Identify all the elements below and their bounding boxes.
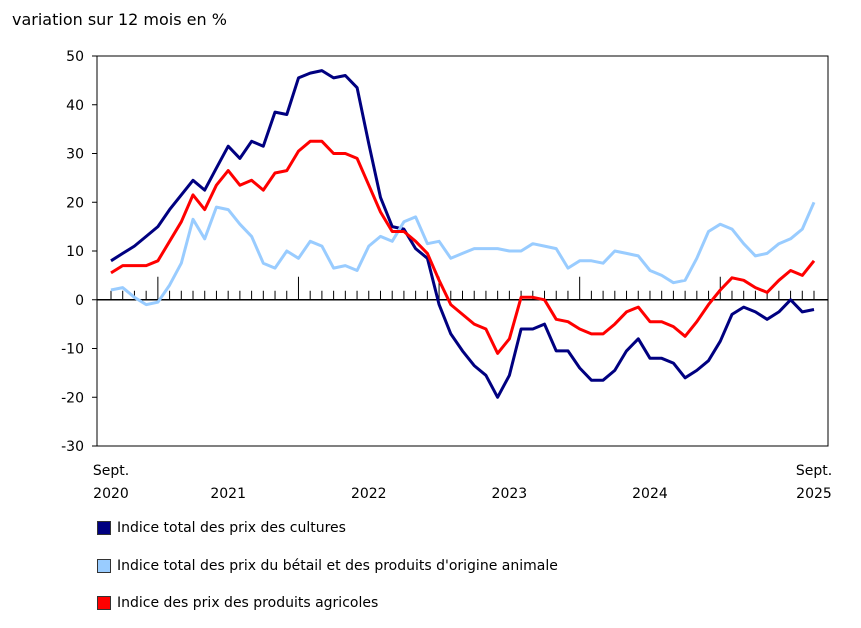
y-tick-label: 20 [66, 195, 84, 211]
legend-swatch [97, 596, 111, 610]
y-tick-label: -10 [61, 342, 84, 358]
x-tick-label: 2025 [796, 486, 832, 502]
legend-swatch [97, 559, 111, 573]
plot-frame [96, 55, 829, 447]
line-chart: variation sur 12 mois en % 50 40 30 20 10 0 -1… [12, 10, 832, 502]
series-line-0 [110, 69, 815, 399]
legend-swatch [97, 521, 111, 535]
x-tick-label: 2023 [492, 486, 528, 502]
x-tick-label: 2021 [210, 486, 246, 502]
x-tick-label: 2020 [93, 486, 129, 502]
y-tick-label: 40 [66, 98, 84, 114]
series-line-2 [110, 139, 816, 355]
legend-item-agricoles: Indice des prix des produits agricoles [97, 595, 378, 611]
legend-label: Indice des prix des produits agricoles [117, 595, 379, 611]
legend-label: Indice total des prix du bétail et des p… [117, 558, 558, 574]
x-tick-label: Sept. [93, 463, 129, 479]
y-tick-label: 50 [66, 49, 84, 65]
y-axis-title: variation sur 12 mois en % [12, 10, 227, 29]
y-tick-label: -20 [61, 390, 84, 406]
y-tick-label: -30 [61, 439, 84, 455]
series-line-1 [110, 201, 816, 307]
x-tick-label: 2024 [632, 486, 668, 502]
x-tick-label: 2022 [351, 486, 387, 502]
x-tick-label: Sept. [796, 463, 832, 479]
legend-label: Indice total des prix des cultures [117, 520, 346, 536]
y-tick-label: 0 [75, 293, 84, 309]
y-tick-label: 30 [66, 147, 84, 163]
y-tick-label: 10 [66, 244, 84, 260]
legend-item-betail: Indice total des prix du bétail et des p… [97, 558, 558, 574]
legend-item-cultures: Indice total des prix des cultures [97, 520, 346, 536]
